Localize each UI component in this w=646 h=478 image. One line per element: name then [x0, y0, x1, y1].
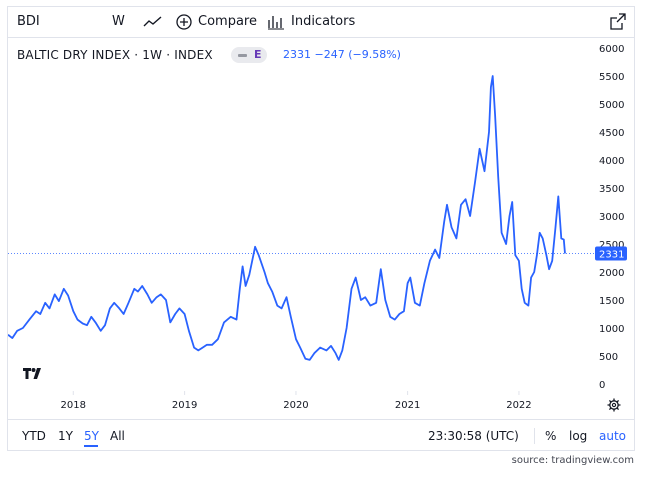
active-range-underline — [84, 445, 98, 447]
y-tick-label: 0 — [599, 380, 605, 391]
symbol-search-button[interactable]: BDI — [17, 14, 40, 29]
y-tick-label: 5000 — [599, 100, 624, 111]
x-tick-label: 2021 — [395, 400, 420, 411]
add-circle-icon[interactable] — [176, 7, 192, 37]
chart-widget: BDI W Compare Indicators BALTIC DRY INDE… — [7, 6, 635, 451]
settings-gear-icon — [607, 398, 621, 412]
y-tick-label: 5500 — [599, 72, 624, 83]
tradingview-logo-icon — [19, 362, 45, 384]
range-1y-button[interactable]: 1Y — [58, 429, 73, 443]
source-caption: source: tradingview.com — [511, 455, 634, 466]
y-tick-label: 4500 — [599, 128, 624, 139]
fullscreen-icon[interactable] — [608, 7, 628, 37]
y-tick-label: 1500 — [599, 296, 624, 307]
series-line — [8, 75, 566, 361]
y-tick-label: 3000 — [599, 212, 624, 223]
series-value: 2331 −247 (−9.58%) — [283, 48, 401, 61]
y-tick-label: 3500 — [599, 184, 624, 195]
last-price-label: 2331 — [595, 246, 627, 261]
badge-letter: E — [254, 48, 262, 61]
y-tick-label: 1000 — [599, 324, 624, 335]
series-title: BALTIC DRY INDEX · 1W · INDEX — [17, 48, 213, 62]
indicators-button[interactable]: Indicators — [291, 14, 356, 29]
x-tick-label: 2022 — [506, 400, 531, 411]
interval-button[interactable]: W — [112, 14, 125, 29]
last-price-label-bg — [595, 246, 627, 261]
last-price-label-text: 2331 — [599, 249, 624, 260]
x-tick-label: 2018 — [61, 400, 86, 411]
auto-scale-toggle[interactable]: auto — [599, 429, 627, 443]
y-tick-label: 2000 — [599, 268, 624, 279]
indicators-icon[interactable] — [266, 7, 286, 37]
y-tick-label: 4000 — [599, 156, 624, 167]
range-all-button[interactable]: All — [110, 429, 125, 443]
range-ytd-button[interactable]: YTD — [22, 429, 46, 443]
compare-button[interactable]: Compare — [198, 14, 257, 29]
log-scale-toggle[interactable]: log — [569, 429, 588, 443]
utc-clock[interactable]: 23:30:58 (UTC) — [428, 429, 519, 443]
percent-scale-toggle[interactable]: % — [545, 429, 557, 443]
divider — [534, 428, 535, 444]
y-tick-label: 2500 — [599, 240, 624, 251]
price-chart[interactable]: 0 500 1000 1500 2000 2500 3000 3500 4000 4500 5000… — [8, 7, 634, 419]
y-tick-label: 500 — [599, 352, 618, 363]
top-toolbar: BDI W Compare Indicators — [8, 7, 634, 38]
x-tick-label: 2020 — [283, 400, 308, 411]
chart-style-line-icon[interactable] — [142, 7, 164, 37]
range-5y-button[interactable]: 5Y — [84, 429, 99, 443]
x-tick-label: 2019 — [172, 400, 197, 411]
minus-icon — [238, 54, 247, 57]
series-badge[interactable]: E — [231, 47, 267, 63]
y-tick-label: 6000 — [599, 44, 624, 55]
bottom-toolbar: YTD 1Y 5Y All 23:30:58 (UTC) % log auto — [8, 419, 634, 452]
